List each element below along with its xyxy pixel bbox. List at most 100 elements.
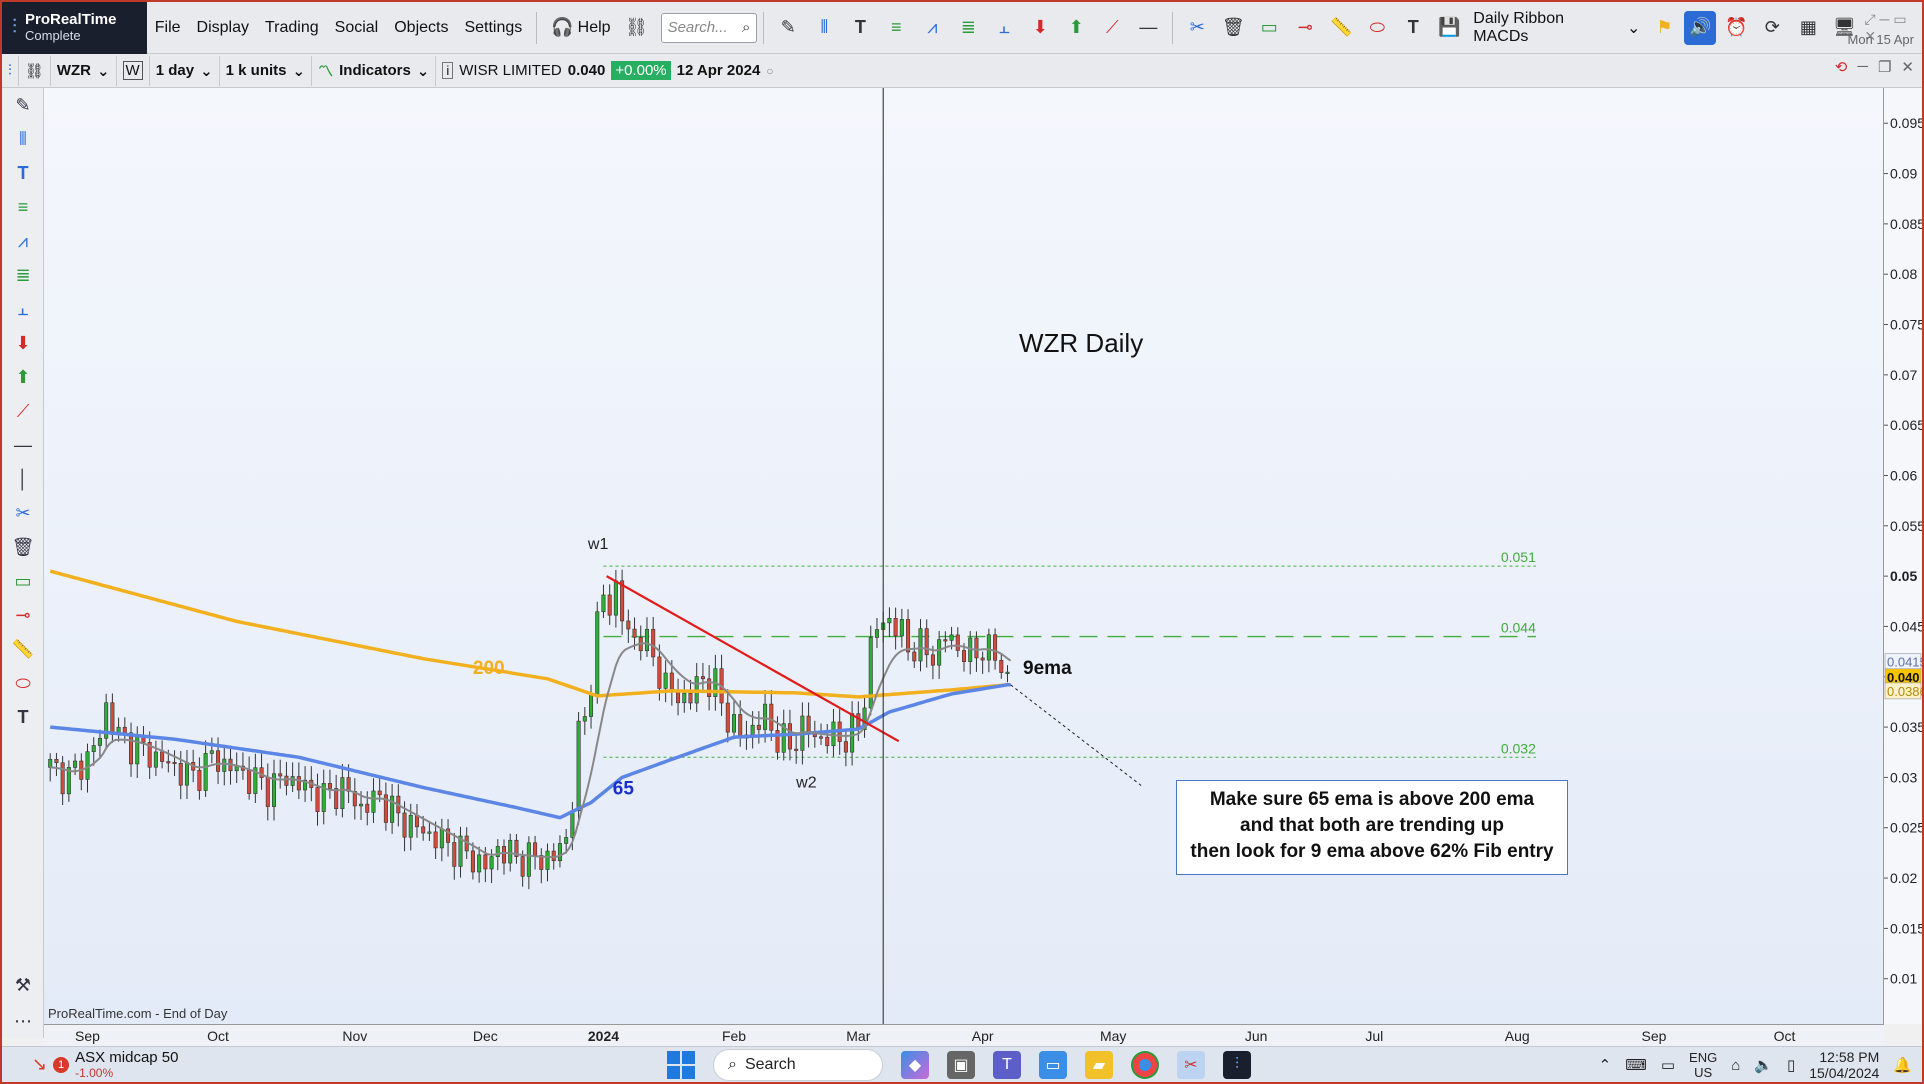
help-button[interactable]: 🎧 Help xyxy=(543,2,618,54)
pencil-tool-icon[interactable]: ✎ xyxy=(780,17,796,37)
trash-icon[interactable]: 🗑 xyxy=(11,536,35,557)
taskbar-search[interactable]: ⌕ Search xyxy=(713,1048,883,1081)
segment-icon[interactable]: ⊸ xyxy=(1297,17,1313,37)
chart-area[interactable]: 0.051 0.044 0.032 w1 w2 200 65 9ema WZR Daily … xyxy=(44,88,1884,1024)
link-icon[interactable]: ⛓ xyxy=(19,55,51,86)
fib-extension-icon[interactable]: ⩘ xyxy=(17,230,29,251)
text-tool-icon[interactable]: T xyxy=(854,17,866,37)
file-explorer-icon[interactable]: ▰ xyxy=(1085,1050,1113,1079)
language-indicator[interactable]: ENG US xyxy=(1689,1050,1717,1080)
candle-body xyxy=(707,678,712,697)
search-input[interactable]: Search... ⌕ xyxy=(660,12,758,43)
menu-file[interactable]: File xyxy=(154,18,181,36)
price-axis[interactable]: 0.095 0.09 0.085 0.08 0.075 0.07 0.065 0.06 0.05… xyxy=(1884,88,1922,1024)
link-icon[interactable]: ⛓ xyxy=(625,17,648,37)
stock-widget[interactable]: ↘ 1 ASX midcap 50 -1.00% xyxy=(2,1049,332,1080)
volume-icon[interactable]: 🔈 xyxy=(1754,1057,1773,1074)
fib-time-icon[interactable]: ≣ xyxy=(15,264,31,285)
close-icon[interactable]: ✕ xyxy=(1901,59,1914,76)
timeframe-selector[interactable]: 1 day ⌄ xyxy=(150,55,220,86)
calculator-icon[interactable]: ▦ xyxy=(1799,17,1817,37)
sync-icon[interactable]: ⟳ xyxy=(1764,17,1780,37)
buy-arrow-icon[interactable]: ⬆ xyxy=(1068,17,1084,37)
prorealtime-taskbar-icon[interactable]: ⫶ xyxy=(1223,1050,1251,1079)
ribbon-selector[interactable]: Daily Ribbon MACDs ⌄ xyxy=(1467,10,1646,46)
scissors-icon[interactable]: ✂ xyxy=(1189,17,1205,37)
scissors-icon[interactable]: ✂ xyxy=(15,502,31,523)
chevron-up-icon[interactable]: ⌃ xyxy=(1598,1057,1612,1074)
notification-bell-icon[interactable]: 🔔 xyxy=(1893,1057,1912,1074)
rectangle-icon[interactable]: ▭ xyxy=(1260,17,1278,37)
fib-extension-icon[interactable]: ⩘ xyxy=(927,17,938,37)
ellipse-icon[interactable]: ⬭ xyxy=(15,672,31,693)
fib-retracement-icon[interactable]: ⦀ xyxy=(820,17,829,37)
flag-icon[interactable]: ⚑ xyxy=(1656,17,1673,37)
text-tool-icon[interactable]: T xyxy=(17,162,29,183)
menu-trading[interactable]: Trading xyxy=(264,18,319,36)
refresh-icon[interactable]: ⟲ xyxy=(1834,59,1848,76)
vertical-line-icon[interactable]: │ xyxy=(17,468,29,489)
ruler-icon[interactable]: 📏 xyxy=(1330,17,1353,37)
horizontal-line-icon[interactable]: — xyxy=(1139,17,1158,37)
ellipse-icon[interactable]: ⬭ xyxy=(1369,17,1385,37)
price-axis-svg: 0.095 0.09 0.085 0.08 0.075 0.07 0.065 0.06 0.05… xyxy=(1884,115,1922,987)
note-line-3: then look for 9 ema above 62% Fib entry xyxy=(1190,841,1554,862)
segment-icon[interactable]: ⊸ xyxy=(15,604,31,625)
speaker-icon[interactable]: 🔊 xyxy=(1684,10,1717,45)
text-icon[interactable]: T xyxy=(1407,17,1419,37)
fib-retracement-icon[interactable]: ⦀ xyxy=(19,128,27,149)
indicators-button[interactable]: 〽 Indicators ⌄ xyxy=(312,55,437,86)
task-view-icon[interactable]: ▣ xyxy=(947,1050,975,1079)
desktop-icon[interactable]: ▭ xyxy=(1039,1050,1067,1079)
pencil-icon[interactable]: ✎ xyxy=(15,94,31,115)
price-chart[interactable]: 0.051 0.044 0.032 w1 w2 200 65 9ema xyxy=(44,88,1884,1024)
sell-arrow-icon[interactable]: ⬇ xyxy=(1032,17,1048,37)
keyboard-icon[interactable]: ⌨ xyxy=(1625,1057,1647,1074)
candle-body xyxy=(626,620,631,630)
fib-channel-icon[interactable]: ⫠ xyxy=(17,298,29,319)
menu-social[interactable]: Social xyxy=(334,18,379,36)
units-selector[interactable]: 1 k units ⌄ xyxy=(220,55,313,86)
symbol-selector[interactable]: WZR ⌄ xyxy=(51,55,117,86)
horizontal-line-icon[interactable]: — xyxy=(14,434,32,455)
display-icon[interactable]: ▭ xyxy=(1660,1057,1676,1074)
chart-type-icon[interactable]: ⫶ xyxy=(2,55,19,86)
sell-arrow-icon[interactable]: ⬇ xyxy=(15,332,31,353)
clock[interactable]: 12:58 PM 15/04/2024 xyxy=(1809,1049,1879,1081)
ruler-icon[interactable]: 📏 xyxy=(11,638,35,659)
trash-icon[interactable]: 🗑 xyxy=(1221,17,1245,37)
fib-fan-icon[interactable]: ≡ xyxy=(891,17,902,37)
chrome-icon[interactable] xyxy=(1131,1050,1159,1079)
monitor-icon[interactable]: 🖥 xyxy=(1832,17,1856,37)
trendline-icon[interactable]: ⟋ xyxy=(16,400,30,421)
buy-arrow-icon[interactable]: ⬆ xyxy=(15,366,31,387)
alert-icon[interactable]: ⏰ xyxy=(1725,17,1748,37)
window-controls[interactable]: ⤢ ─ ▭ ✕ xyxy=(1864,10,1907,44)
snipping-tool-icon[interactable]: ✂ xyxy=(1177,1050,1205,1079)
fib-channel-icon[interactable]: ⫠ xyxy=(998,17,1010,37)
wifi-icon[interactable]: ⌂ xyxy=(1731,1056,1741,1074)
w-button[interactable]: W xyxy=(117,55,150,86)
teams-icon[interactable]: T xyxy=(993,1050,1021,1079)
minimize-icon[interactable]: ─ xyxy=(1857,58,1868,75)
save-icon[interactable]: 💾 xyxy=(1438,17,1461,37)
rectangle-icon[interactable]: ▭ xyxy=(14,570,32,591)
tools-icon[interactable]: ⚒ xyxy=(14,974,32,995)
time-axis[interactable]: Sep Oct Nov Dec 2024 Feb Mar Apr May Jun Jul Aug Sep… xyxy=(44,1024,1884,1046)
menu-display[interactable]: Display xyxy=(196,18,249,36)
info-icon[interactable]: i xyxy=(442,62,454,79)
x-month-label: Apr xyxy=(972,1028,994,1044)
candle-body xyxy=(296,776,301,791)
restore-icon[interactable]: ❐ xyxy=(1877,59,1892,76)
more-icon[interactable]: ⋯ xyxy=(14,1010,32,1031)
trendline-icon[interactable]: ⟋ xyxy=(1106,17,1119,37)
menu-settings[interactable]: Settings xyxy=(464,18,523,36)
windows-start-icon[interactable] xyxy=(667,1050,695,1079)
panel-window-controls[interactable]: ⟲ ─ ❐ ✕ xyxy=(1835,58,1914,76)
menu-objects[interactable]: Objects xyxy=(394,18,449,36)
fib-fan-icon[interactable]: ≡ xyxy=(17,196,29,217)
text-icon[interactable]: T xyxy=(17,706,29,727)
fib-time-icon[interactable]: ≣ xyxy=(960,17,976,37)
copilot-icon[interactable]: ◆ xyxy=(901,1050,929,1079)
battery-icon[interactable]: ▯ xyxy=(1786,1057,1796,1074)
